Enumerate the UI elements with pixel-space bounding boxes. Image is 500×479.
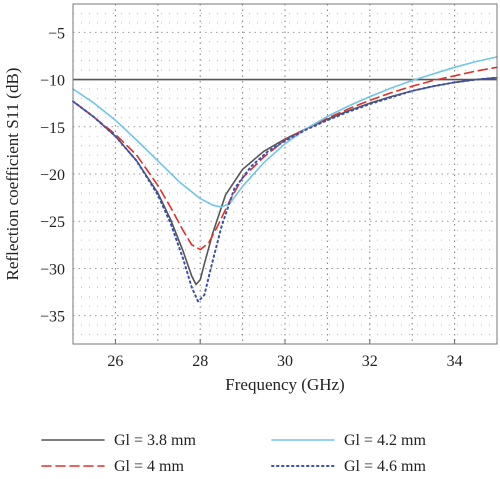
legend-label-1: Gl = 3.8 mm bbox=[114, 432, 196, 449]
y-tick-label: −35 bbox=[40, 309, 65, 326]
x-tick-label: 34 bbox=[447, 353, 463, 370]
grid-lines bbox=[73, 3, 497, 345]
x-tick-label: 32 bbox=[362, 353, 378, 370]
x-tick-label: 30 bbox=[277, 353, 293, 370]
y-tick-labels: −5 −10 −15 −20 −25 −30 −35 bbox=[40, 25, 65, 325]
y-tick-label: −10 bbox=[40, 73, 65, 90]
x-tick-labels: 26 28 30 32 34 bbox=[107, 339, 463, 370]
y-tick-label: −5 bbox=[48, 25, 65, 42]
x-tick-label: 26 bbox=[107, 353, 123, 370]
x-tick-label: 28 bbox=[192, 353, 208, 370]
y-axis-title: Reflection coefficient S11 (dB) bbox=[3, 68, 22, 281]
y-tick-label: −20 bbox=[40, 167, 65, 184]
x-axis-title: Frequency (GHz) bbox=[225, 375, 344, 394]
legend-label-3: Gl = 4.2 mm bbox=[344, 432, 426, 449]
y-tick-label: −25 bbox=[40, 214, 65, 231]
series-line-3 bbox=[72, 56, 498, 208]
series-line-4 bbox=[72, 76, 498, 303]
legend-label-4: Gl = 4.6 mm bbox=[344, 458, 426, 475]
legend-label-2: Gl = 4 mm bbox=[114, 458, 184, 475]
y-tick-label: −30 bbox=[40, 261, 65, 278]
series-lines bbox=[72, 56, 498, 303]
legend: Gl = 3.8 mm Gl = 4 mm Gl = 4.2 mm Gl = 4.6 … bbox=[41, 432, 426, 475]
y-tick-label: −15 bbox=[40, 120, 65, 137]
